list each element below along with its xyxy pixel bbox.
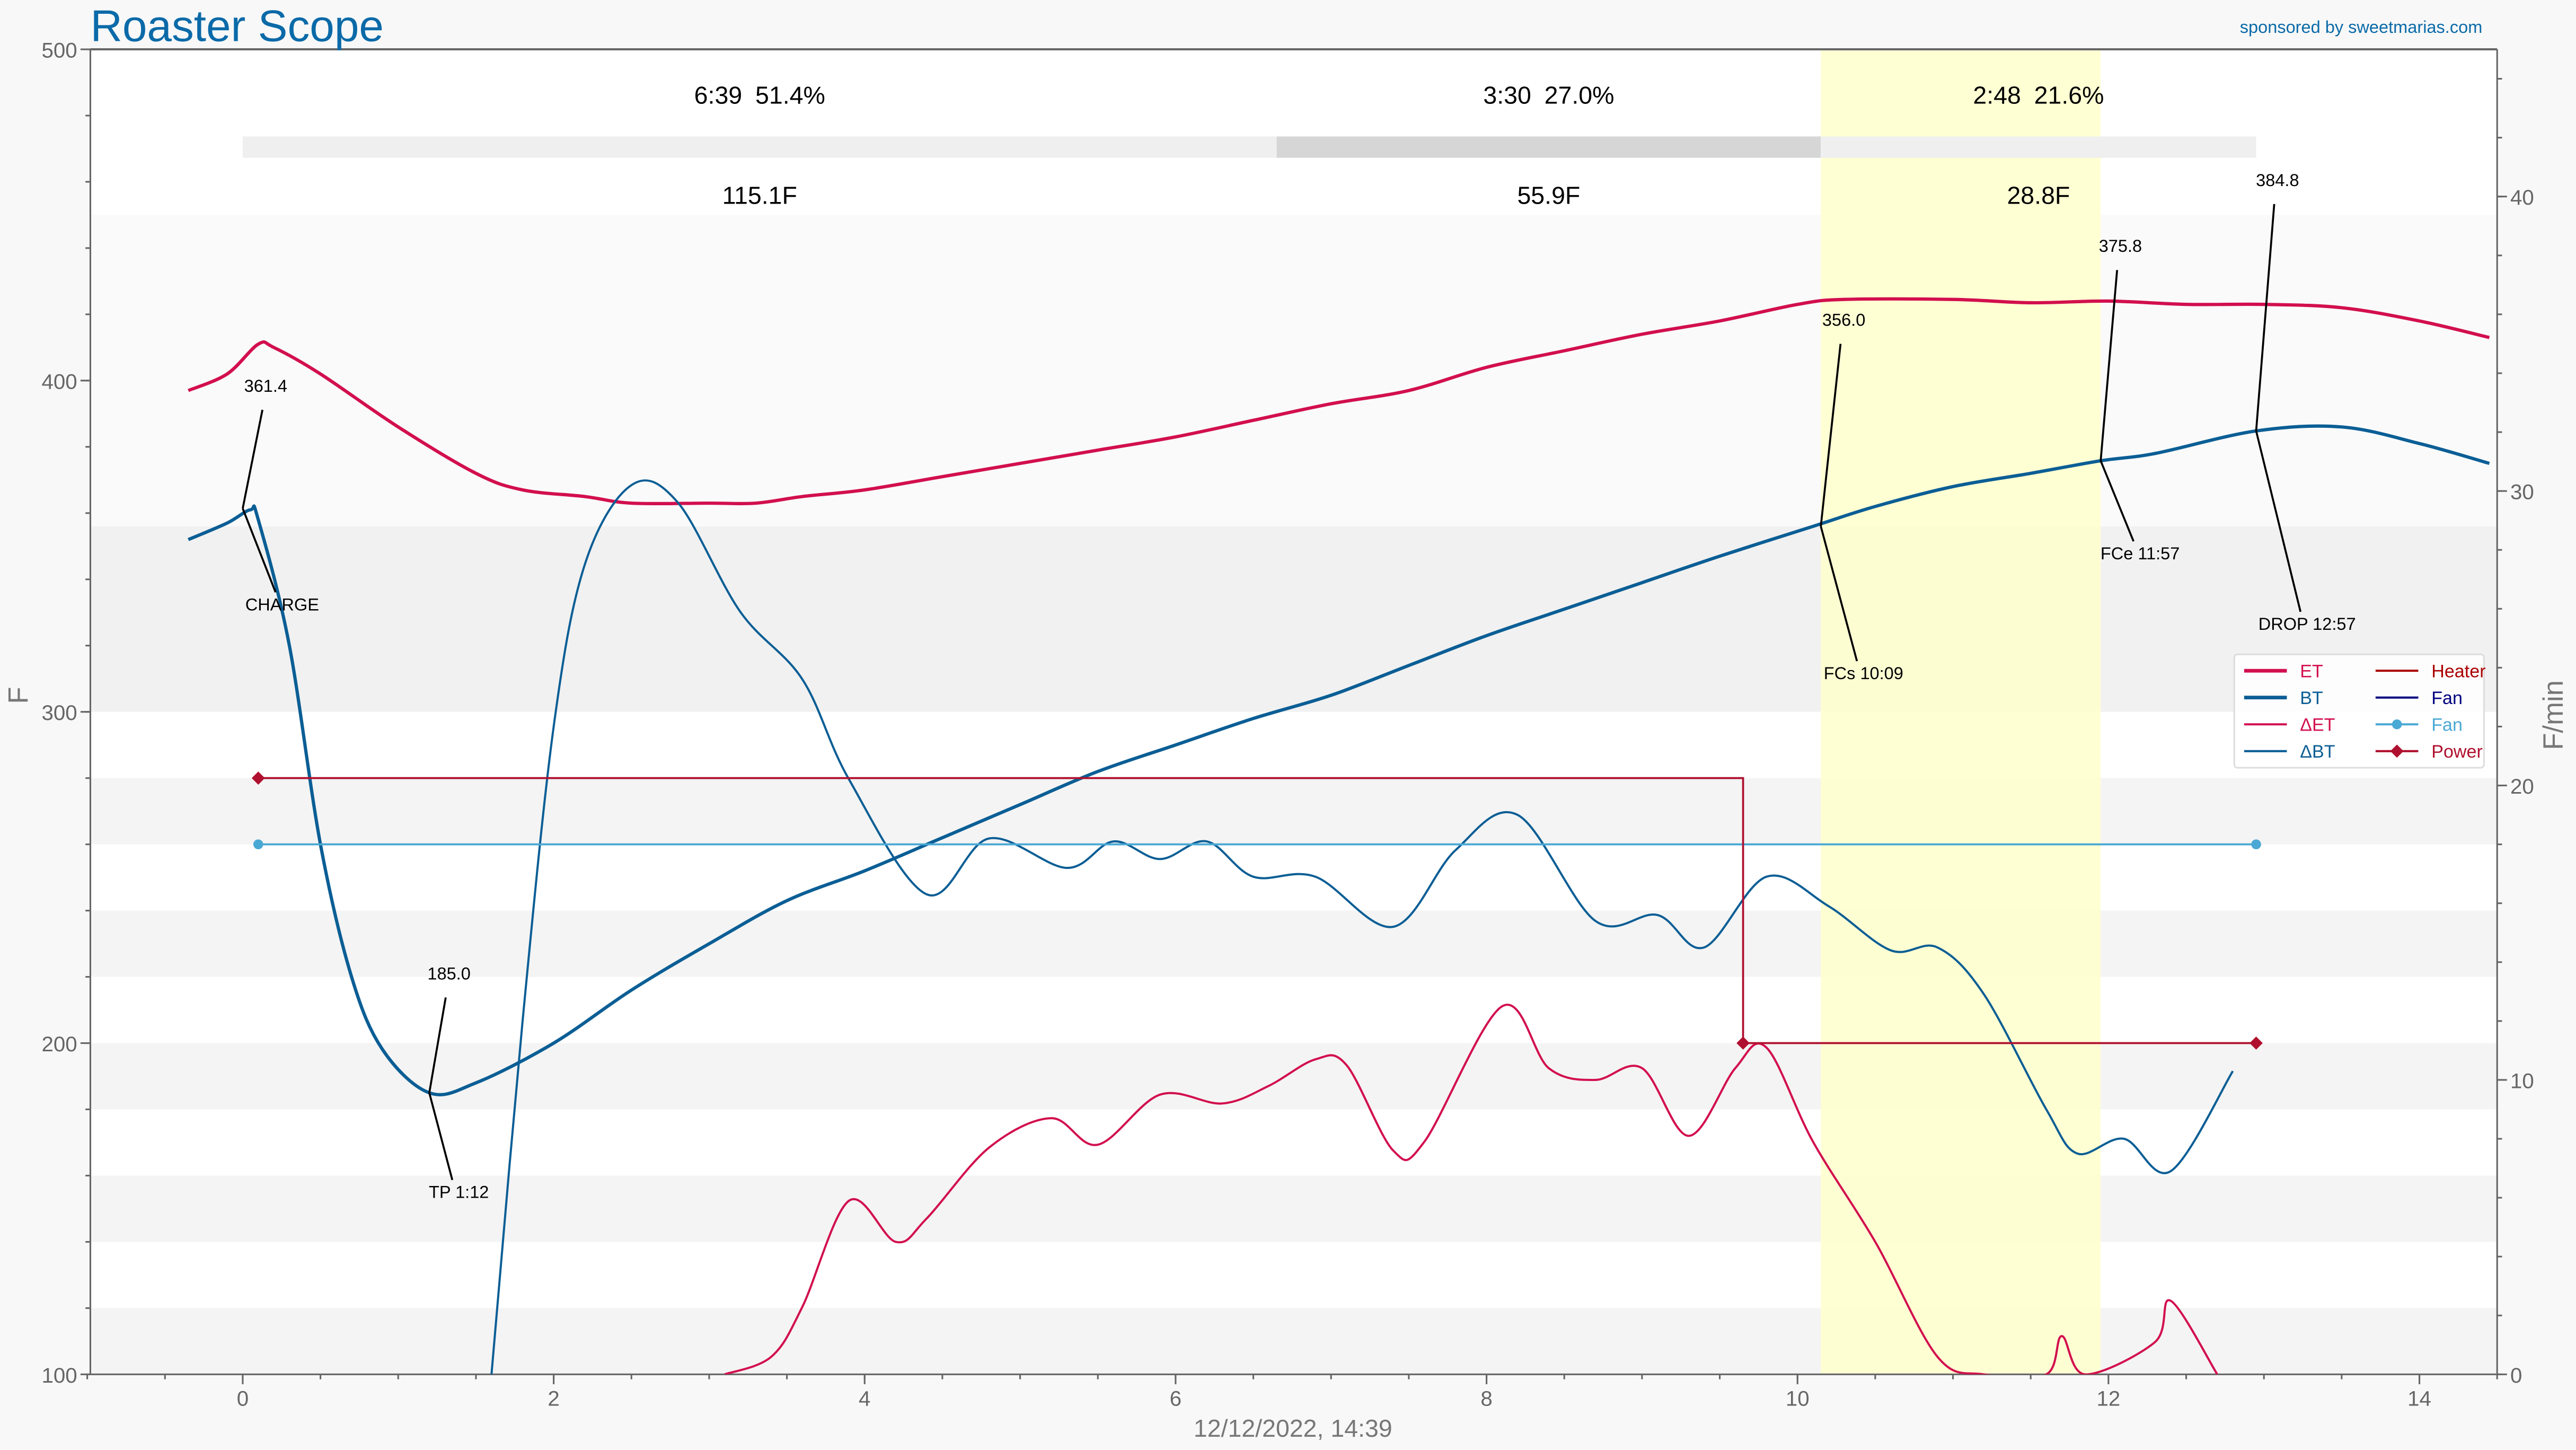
y2-tick-label: 0 [2510, 1364, 2522, 1387]
phase-delta: 28.8F [2007, 182, 2070, 209]
x-tick-label: 6 [1170, 1386, 1181, 1410]
annotation-leader [2255, 430, 2302, 612]
delta-et-line [724, 1004, 2218, 1375]
temp-band [90, 1308, 2498, 1375]
y2-axis-label: F/min [2538, 680, 2569, 750]
annotation-leader [1820, 526, 1858, 662]
x-tick-label: 14 [2407, 1386, 2431, 1410]
phase-segment [242, 136, 1277, 158]
legend: ET BT ΔET ΔBT Heater Fan Fan Power [2233, 653, 2486, 769]
annotation-event: DROP 12:57 [2259, 614, 2356, 634]
temp-band [90, 215, 2498, 526]
plot-background [90, 49, 2498, 1375]
y-axis-label: F [3, 687, 34, 704]
legend-label[interactable]: ET [2300, 662, 2323, 682]
y2-tick-label: 40 [2510, 186, 2534, 209]
legend-label[interactable]: Power [2431, 742, 2483, 762]
et-line [188, 297, 2490, 506]
x-tick-label: 4 [859, 1386, 870, 1410]
first-crack-band [1821, 49, 2101, 1375]
phase-time: 2:48 [1973, 81, 2021, 109]
phase-bar: 6:39 51.4% 115.1F 3:30 27.0% 55.9F 2:48 21.6% 28… [242, 81, 2256, 209]
y2-tick-label: 30 [2510, 480, 2534, 504]
y2-tick-label: 20 [2510, 775, 2534, 798]
annotation-leader [242, 508, 277, 593]
annotation-leader [428, 1092, 454, 1181]
annotation-event: CHARGE [245, 595, 319, 614]
annotation-leader [2255, 204, 2275, 431]
legend-label[interactable]: ΔBT [2300, 742, 2335, 762]
annotation-event: FCe 11:57 [2101, 544, 2180, 563]
fan-marker [253, 839, 263, 849]
legend-label[interactable]: Fan [2431, 688, 2463, 708]
annotation-value: 384.8 [2256, 171, 2299, 190]
sponsor-link[interactable]: sponsored by sweetmarias.com [2240, 17, 2483, 37]
annotation-value: 375.8 [2099, 236, 2142, 256]
phase-pct: 51.4% [755, 81, 825, 109]
phase-time: 6:39 [694, 81, 742, 109]
temp-band [90, 778, 2498, 845]
legend-label[interactable]: ΔET [2300, 715, 2335, 735]
y2-tick-label: 10 [2510, 1069, 2534, 1093]
x-tick-label: 8 [1480, 1386, 1492, 1410]
phase-pct: 21.6% [2034, 81, 2104, 109]
annotation-leader [428, 997, 447, 1093]
legend-label[interactable]: Heater [2431, 662, 2485, 682]
x-tick-label: 2 [548, 1386, 559, 1410]
legend-marker [2392, 719, 2402, 730]
power-line [258, 777, 2256, 1044]
annotation-value: 356.0 [1822, 310, 1865, 329]
phase-time-pct: 6:39 51.4% [694, 81, 825, 109]
phase-pct: 27.0% [1545, 81, 1615, 109]
x-tick-label: 10 [1786, 1386, 1810, 1410]
phase-time-pct: 2:48 21.6% [1973, 81, 2104, 109]
annotation-leader [2099, 270, 2119, 461]
delta-bt-line [490, 479, 2234, 1375]
y-tick-label: 300 [41, 701, 77, 725]
annotation-value: 185.0 [427, 964, 470, 983]
phase-segment [1821, 136, 2256, 158]
y-tick-label: 100 [41, 1364, 77, 1387]
phase-delta: 55.9F [1517, 182, 1580, 209]
phase-time: 3:30 [1483, 81, 1531, 109]
series-lines [188, 297, 2490, 1375]
x-tick-label: 0 [237, 1386, 249, 1410]
annotation-value: 361.4 [244, 376, 287, 396]
annotation-leader [242, 409, 263, 509]
power-marker [1736, 1036, 1750, 1050]
y-tick-label: 400 [41, 370, 77, 393]
phase-delta: 115.1F [722, 182, 797, 209]
x-tick-label: 12 [2096, 1386, 2120, 1410]
phase-time-pct: 3:30 27.0% [1483, 81, 1614, 109]
y-tick-label: 200 [41, 1032, 77, 1056]
legend-label[interactable]: BT [2300, 688, 2323, 708]
phase-segment [1276, 136, 1821, 158]
bt-line [188, 424, 2490, 1096]
annotations: 361.4 CHARGE 185.0 TP 1:12 356.0 FCs 10:09 375… [242, 171, 2356, 1202]
annotation-event: FCs 10:09 [1824, 664, 1903, 683]
legend-box [2233, 653, 2485, 769]
fan-marker [2251, 839, 2261, 849]
y-tick-label: 500 [41, 39, 77, 63]
annotation-leader [1820, 344, 1842, 526]
annotation-event: TP 1:12 [429, 1183, 489, 1202]
axes: 0 2 4 6 8 10 12 14 100 200 300 400 500 0 10 20 30 40 [41, 39, 2534, 1411]
app-title: Roaster Scope [90, 1, 383, 51]
x-axis-label: 12/12/2022, 14:39 [1194, 1414, 1392, 1442]
temp-band [90, 1043, 2498, 1110]
annotation-leader [2099, 460, 2134, 542]
legend-label[interactable]: Fan [2431, 715, 2463, 735]
